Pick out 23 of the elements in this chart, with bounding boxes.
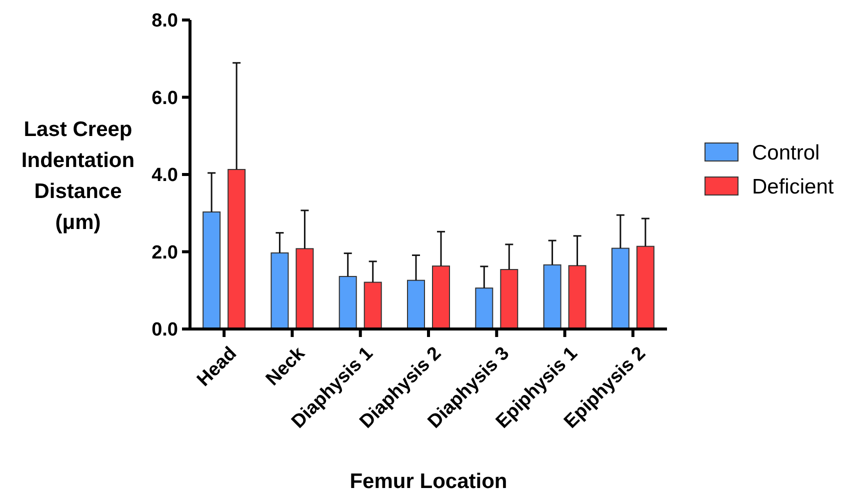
y-tick-label: 2.0 [152,242,178,264]
bar [475,288,494,330]
y-tick-label: 8.0 [152,10,178,32]
bar [407,280,425,330]
bar [270,252,289,330]
bar [611,248,630,330]
y-tick-label: 0.0 [152,320,178,341]
bar [202,211,221,330]
bar [296,248,314,330]
x-axis-title: Femur Location [350,470,508,493]
bar [228,168,246,330]
y-tick-label: 6.0 [152,88,178,109]
bar [364,282,382,330]
bar [432,266,450,330]
bar [500,269,518,330]
legend-label: Deficient [752,175,834,198]
y-tick-label: 4.0 [152,165,178,186]
bar [338,276,357,330]
bar [636,246,654,330]
bar [543,264,562,330]
bar [568,265,586,330]
y-axis-title: Last Creep Indentation Distance (μm) [21,118,135,234]
legend-label: Control [752,141,820,164]
